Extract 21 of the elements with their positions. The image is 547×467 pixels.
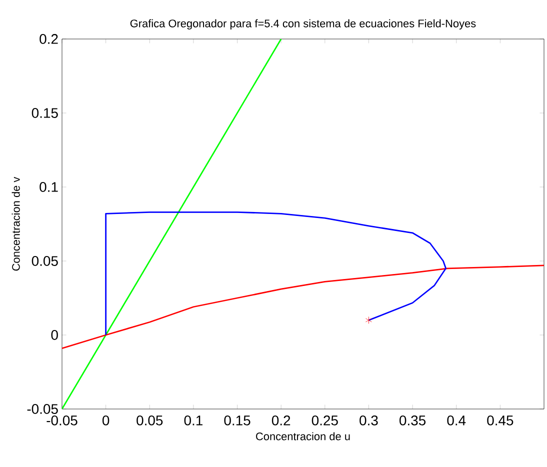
line-series — [62, 264, 544, 350]
x-tick-label: -0.05 — [46, 416, 78, 426]
x-tick-label: 0.05 — [136, 416, 163, 426]
chart-title: Grafica Oregonador para f=5.4 con sistema de ecuaciones Field-Noyes — [130, 19, 476, 30]
y-tick-label: 0.2 — [40, 34, 58, 44]
y-axis-title: Concentracion de v — [12, 176, 20, 271]
x-tick-label: 0.2 — [272, 416, 290, 426]
y-tick-label: -0.05 — [27, 404, 58, 414]
x-tick-label: 0.3 — [360, 416, 378, 426]
x-axis-title: Concentracion de u — [256, 432, 350, 440]
x-tick-label: 0.4 — [447, 416, 466, 426]
y-tick-label: 0.05 — [32, 256, 58, 266]
y-tick-label: 0.15 — [32, 108, 58, 118]
x-tick-label: 0.45 — [487, 416, 514, 426]
y-tick-label: 0.1 — [40, 182, 58, 192]
y-tick-label: 0 — [51, 330, 58, 340]
x-tick-label: 0.15 — [224, 416, 250, 426]
x-tick-label: 0.35 — [400, 416, 426, 426]
x-tick-label: 0.1 — [184, 416, 202, 426]
x-tick-label: 0 — [102, 416, 110, 426]
x-tick-label: 0.25 — [312, 416, 338, 426]
